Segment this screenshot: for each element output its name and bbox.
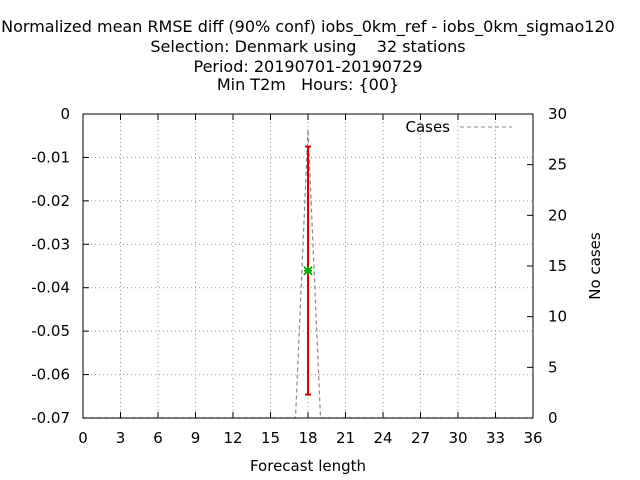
y-tick-label: -0.04 bbox=[31, 279, 70, 297]
x-tick-label: 21 bbox=[336, 429, 355, 447]
y-tick-label: -0.03 bbox=[31, 235, 70, 253]
y-tick-label: -0.02 bbox=[31, 192, 70, 210]
y-tick-label: -0.01 bbox=[31, 148, 70, 166]
y2-tick-label: 15 bbox=[548, 257, 567, 275]
x-axis-label: Forecast length bbox=[250, 457, 366, 475]
y-tick-label: -0.05 bbox=[31, 322, 70, 340]
x-tick-label: 9 bbox=[191, 429, 201, 447]
title-line-4: Min T2m Hours: {00} bbox=[216, 75, 400, 94]
x-tick-label: 18 bbox=[298, 429, 317, 447]
x-tick-label: 27 bbox=[411, 429, 430, 447]
y-tick-label: 0 bbox=[60, 105, 70, 123]
x-tick-label: 12 bbox=[223, 429, 242, 447]
x-axis: 0 3 6 9 12 15 18 21 24 27 30 33 36 bbox=[78, 114, 543, 447]
x-tick-label: 3 bbox=[116, 429, 126, 447]
title-line-2: Selection: Denmark using 32 stations bbox=[150, 37, 466, 56]
y2-tick-label: 30 bbox=[548, 105, 567, 123]
x-tick-label: 30 bbox=[448, 429, 467, 447]
y2-axis-label: No cases bbox=[586, 232, 604, 300]
title-line-3: Period: 20190701-20190729 bbox=[193, 57, 423, 76]
y-axis: 0 -0.01 -0.02 -0.03 -0.04 -0.05 -0.06 -0.07 bbox=[31, 105, 89, 427]
x-tick-label: 36 bbox=[523, 429, 542, 447]
x-tick-label: 0 bbox=[78, 429, 88, 447]
y-tick-label: -0.07 bbox=[31, 409, 70, 427]
y2-tick-label: 5 bbox=[548, 358, 558, 376]
plot-series bbox=[83, 129, 533, 419]
title-line-1: Normalized mean RMSE diff (90% conf) iob… bbox=[1, 17, 615, 36]
y2-tick-label: 20 bbox=[548, 206, 567, 224]
legend-label-cases: Cases bbox=[405, 118, 450, 136]
y-tick-label: -0.06 bbox=[31, 366, 70, 384]
x-tick-label: 15 bbox=[261, 429, 280, 447]
legend: Cases bbox=[405, 118, 512, 136]
y2-tick-label: 0 bbox=[548, 409, 558, 427]
y2-tick-label: 10 bbox=[548, 308, 567, 326]
mean-point-marker bbox=[303, 266, 313, 276]
x-tick-label: 24 bbox=[373, 429, 392, 447]
x-tick-label: 33 bbox=[486, 429, 505, 447]
y2-axis: 0 5 10 15 20 25 30 bbox=[527, 105, 567, 427]
y2-tick-label: 25 bbox=[548, 156, 567, 174]
x-tick-label: 6 bbox=[153, 429, 163, 447]
